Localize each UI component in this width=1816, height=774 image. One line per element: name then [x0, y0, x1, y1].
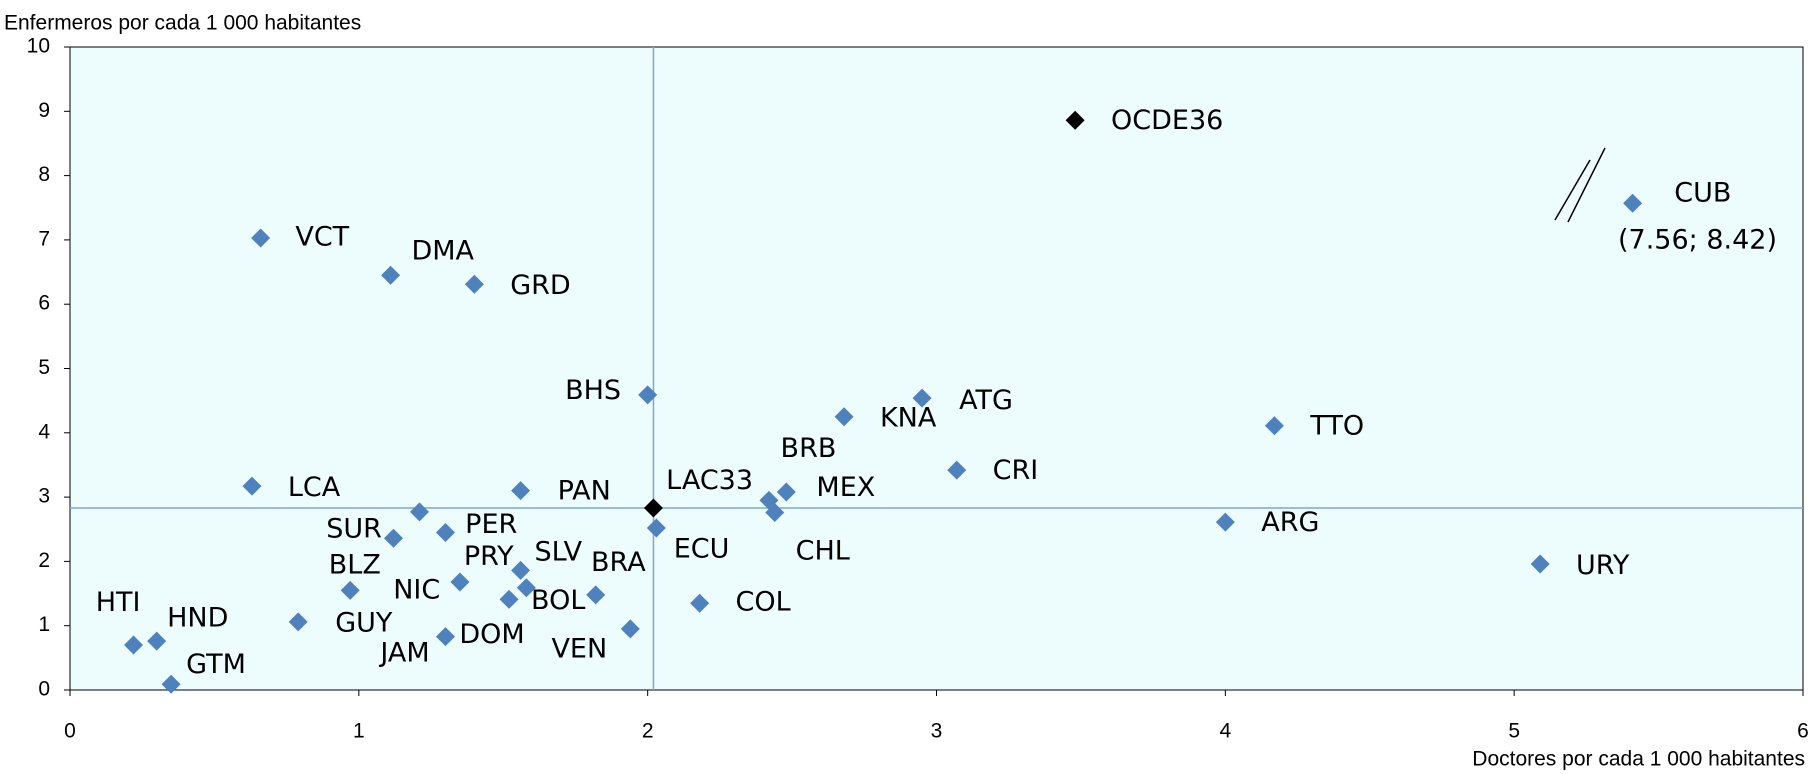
- point: [620, 619, 640, 639]
- point: [251, 228, 271, 248]
- point: [912, 388, 932, 408]
- x-tick-label: 3: [931, 720, 943, 743]
- point-label: CRI: [993, 455, 1039, 486]
- y-tick-label: 10: [27, 35, 50, 58]
- y-tick-label: 6: [38, 292, 50, 315]
- point-label: HND: [167, 603, 228, 634]
- x-tick-label: 0: [64, 720, 76, 743]
- point-label: SUR: [326, 514, 382, 545]
- point: [409, 502, 429, 522]
- point-label: VEN: [551, 633, 607, 664]
- point-label: BRA: [591, 547, 646, 578]
- point: [1215, 512, 1235, 532]
- point: [643, 498, 663, 518]
- plot-area: [69, 46, 1804, 691]
- y-tick-label: 5: [38, 356, 50, 379]
- point: [435, 627, 455, 647]
- point: [242, 476, 262, 496]
- point-label: KNA: [880, 403, 937, 434]
- point: [464, 274, 484, 294]
- point-label: GRD: [510, 270, 570, 301]
- point: [147, 631, 167, 651]
- x-tick-label: 6: [1797, 720, 1809, 743]
- point-label: URY: [1576, 550, 1630, 581]
- y-tick-label: 1: [38, 613, 50, 636]
- point: [690, 593, 710, 613]
- y-tick-label: 4: [38, 420, 50, 443]
- x-tick-label: 5: [1508, 720, 1520, 743]
- axis-break: [1554, 147, 1606, 223]
- point: [383, 528, 403, 548]
- y-tick-label: 7: [38, 227, 50, 250]
- point-label: SLV: [534, 537, 582, 568]
- point-label: LCA: [288, 472, 341, 503]
- y-tick-label: 0: [38, 678, 50, 701]
- point: [516, 578, 536, 598]
- y-tick-label: 2: [38, 549, 50, 572]
- y-tick-label: 9: [38, 99, 50, 122]
- point-label: GUY: [335, 608, 393, 639]
- point-label: CUB: [1674, 177, 1731, 208]
- x-tick-label: 2: [642, 720, 654, 743]
- point: [1065, 110, 1085, 130]
- y-tick-label: 3: [38, 485, 50, 508]
- point: [1530, 554, 1550, 574]
- point: [381, 265, 401, 285]
- point-label: PRY: [464, 541, 514, 572]
- x-tick-label: 1: [353, 720, 365, 743]
- point-label: ARG: [1261, 507, 1319, 538]
- point: [1264, 416, 1284, 436]
- point-label: HTI: [96, 587, 141, 618]
- point: [499, 589, 519, 609]
- point: [776, 482, 796, 502]
- point-label: OCDE36: [1111, 105, 1223, 136]
- point-label: BHS: [565, 375, 621, 406]
- point: [288, 612, 308, 632]
- point: [435, 522, 455, 542]
- point-label: CHL: [796, 535, 850, 566]
- point-label: MEX: [816, 472, 875, 503]
- point: [765, 503, 785, 523]
- point: [586, 585, 606, 605]
- point: [834, 407, 854, 427]
- x-tick-label: 4: [1219, 720, 1231, 743]
- point-label: GTM: [186, 649, 246, 680]
- point-label: VCT: [295, 221, 349, 252]
- point-label: TTO: [1309, 410, 1364, 441]
- point: [511, 481, 531, 501]
- point-label: COL: [736, 587, 791, 618]
- point-label: LAC33: [666, 465, 753, 496]
- annotation: (7.56; 8.42): [1618, 225, 1777, 256]
- point: [340, 580, 360, 600]
- point: [161, 674, 181, 694]
- point: [511, 560, 531, 580]
- point-label: DMA: [411, 236, 474, 267]
- point-label: NIC: [393, 575, 440, 606]
- point-label: DOM: [459, 619, 524, 650]
- point: [947, 460, 967, 480]
- point-label: PAN: [558, 475, 611, 506]
- break-line: [1554, 159, 1591, 221]
- y-axis-title: Enfermeros por cada 1 000 habitantes: [4, 12, 361, 35]
- x-axis-title: Doctores por cada 1 000 habitantes: [1472, 748, 1805, 771]
- point: [1623, 193, 1643, 213]
- annotation: JAM: [378, 638, 429, 669]
- point: [638, 385, 658, 405]
- point: [124, 635, 144, 655]
- point: [450, 572, 470, 592]
- point-label: ECU: [674, 533, 730, 564]
- point: [646, 518, 666, 538]
- point-label: BOL: [531, 585, 585, 616]
- break-line: [1567, 147, 1606, 223]
- y-tick-label: 8: [38, 163, 50, 186]
- point-label: PER: [465, 509, 517, 540]
- point-label: ATG: [959, 385, 1013, 416]
- point-label: BLZ: [329, 550, 381, 581]
- point-label: BRB: [781, 433, 837, 464]
